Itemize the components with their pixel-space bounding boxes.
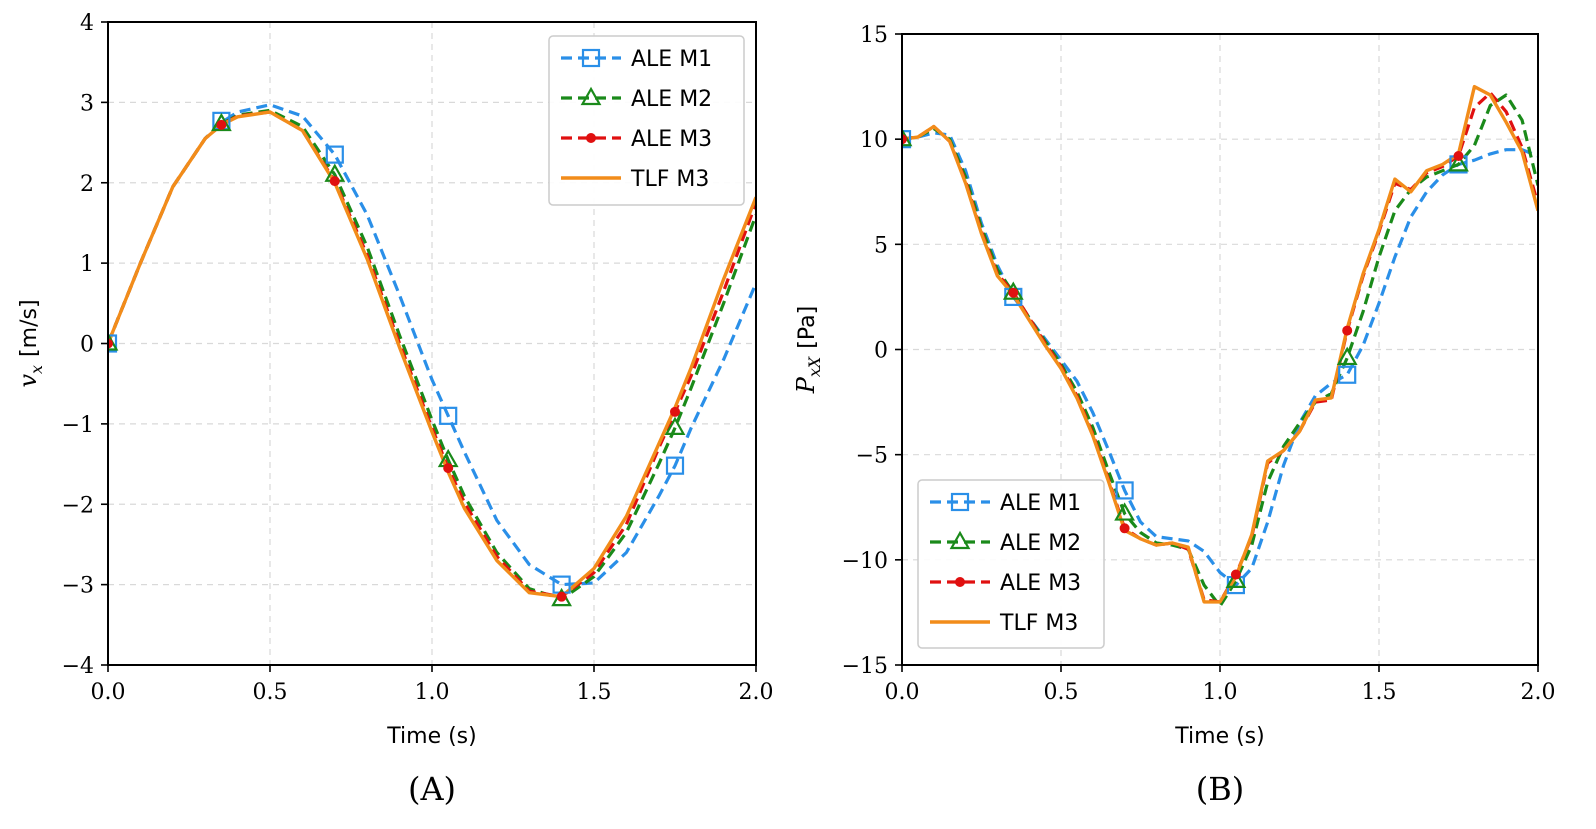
y-axis-label-unit: [Pa] bbox=[795, 306, 820, 349]
legend-marker bbox=[950, 492, 970, 512]
plot-area bbox=[108, 103, 756, 607]
y-axis-label: vx [m/s] bbox=[14, 299, 46, 387]
y-tick-label: 3 bbox=[80, 91, 94, 116]
legend-marker bbox=[581, 48, 601, 68]
data-point-ale-m2 bbox=[1114, 502, 1135, 521]
y-axis-label-sub: x bbox=[27, 365, 46, 374]
data-point-ale-m2 bbox=[1336, 346, 1358, 366]
legend-box bbox=[917, 479, 1105, 649]
x-tick-label: 1.0 bbox=[1203, 680, 1238, 705]
legend-label: ALE M2 bbox=[631, 87, 712, 112]
data-point-ale-m3 bbox=[670, 406, 680, 417]
y-tick-label: 5 bbox=[874, 233, 888, 258]
y-tick-label: −1 bbox=[62, 413, 94, 438]
legend-label: TLF M3 bbox=[630, 167, 709, 192]
data-point-ale-m3 bbox=[1119, 523, 1130, 534]
plot-area bbox=[902, 84, 1538, 608]
data-point-ale-m1 bbox=[665, 456, 685, 475]
x-tick-label: 0.0 bbox=[91, 680, 126, 705]
data-point-ale-m3 bbox=[556, 591, 567, 602]
data-point-ale-m2 bbox=[664, 416, 686, 435]
y-tick-label: −4 bbox=[62, 654, 94, 679]
y-tick-label: 0 bbox=[874, 339, 888, 364]
data-point-ale-m3 bbox=[1008, 287, 1019, 298]
legend-marker bbox=[580, 86, 602, 106]
y-tick-label: 0 bbox=[80, 333, 94, 358]
data-point-ale-m2 bbox=[1448, 153, 1469, 172]
legend-label: ALE M1 bbox=[631, 47, 712, 72]
y-axis-label: PxX [Pa] bbox=[792, 306, 824, 395]
data-point-ale-m3 bbox=[1230, 569, 1241, 580]
legend-label: ALE M1 bbox=[1000, 491, 1081, 516]
data-point-ale-m3 bbox=[1453, 150, 1464, 161]
y-axis-label-sub: xX bbox=[805, 356, 824, 377]
y-tick-label: 15 bbox=[860, 23, 888, 48]
legend: ALE M1 ALE M2 ALE M3 TLF M3 bbox=[548, 35, 745, 206]
x-tick-label: 0.0 bbox=[885, 680, 920, 705]
data-point-ale-m3 bbox=[108, 338, 113, 349]
data-point-ale-m3 bbox=[216, 119, 227, 130]
data-point-ale-m3 bbox=[902, 134, 907, 145]
y-tick-label: 1 bbox=[80, 252, 94, 277]
legend-label: ALE M3 bbox=[631, 127, 712, 152]
panel-label: (A) bbox=[408, 770, 456, 808]
data-point-ale-m3 bbox=[1342, 325, 1353, 336]
legend-marker bbox=[586, 133, 596, 143]
x-tick-label: 2.0 bbox=[1521, 680, 1556, 705]
y-tick-label: −10 bbox=[842, 549, 888, 574]
y-tick-label: 4 bbox=[80, 11, 94, 36]
legend-label: ALE M2 bbox=[1000, 531, 1081, 556]
data-point-ale-m1 bbox=[325, 145, 344, 164]
legend-label: TLF M3 bbox=[999, 611, 1078, 636]
legend: ALE M1 ALE M2 ALE M3 TLF M3 bbox=[917, 479, 1105, 649]
legend-label: ALE M3 bbox=[1000, 571, 1081, 596]
panel-b: 0.0 0.5 1.0 1.5 2.0 −15 −10 −5 0 5 10 15 Time (s) PxX… bbox=[792, 23, 1556, 808]
data-point-ale-m1 bbox=[439, 406, 458, 425]
data-point-ale-m1 bbox=[1115, 481, 1134, 500]
x-tick-label: 2.0 bbox=[739, 680, 774, 705]
y-tick-label: 2 bbox=[80, 172, 94, 197]
x-tick-label: 1.5 bbox=[577, 680, 612, 705]
y-tick-label: −2 bbox=[62, 493, 94, 518]
x-axis-label: Time (s) bbox=[1174, 724, 1264, 749]
x-tick-label: 1.0 bbox=[415, 680, 450, 705]
panel-a: 0.0 0.5 1.0 1.5 2.0 −4 −3 −2 −1 0 1 2 3 4 Time (s) vx [m… bbox=[14, 11, 774, 808]
panel-label: (B) bbox=[1196, 770, 1244, 808]
legend-box bbox=[548, 35, 745, 206]
data-point-ale-m1 bbox=[902, 130, 912, 149]
data-point-ale-m3 bbox=[443, 463, 454, 474]
legend-marker bbox=[955, 577, 965, 587]
y-tick-label: −5 bbox=[856, 444, 888, 469]
legend-marker bbox=[949, 530, 971, 550]
x-tick-label: 1.5 bbox=[1362, 680, 1397, 705]
x-axis-label: Time (s) bbox=[386, 724, 476, 749]
y-tick-label: 10 bbox=[860, 128, 888, 153]
y-axis-label-unit: [m/s] bbox=[17, 299, 42, 356]
data-point-ale-m1 bbox=[1338, 365, 1357, 384]
data-point-ale-m2 bbox=[1225, 569, 1247, 588]
data-point-ale-m1 bbox=[108, 334, 118, 353]
y-axis-label-main: P bbox=[792, 376, 820, 394]
data-point-ale-m3 bbox=[329, 176, 340, 187]
x-tick-label: 0.5 bbox=[1044, 680, 1079, 705]
y-tick-label: −3 bbox=[62, 574, 94, 599]
x-tick-label: 0.5 bbox=[253, 680, 288, 705]
y-tick-label: −15 bbox=[842, 654, 888, 679]
y-axis-label-main: v bbox=[14, 374, 42, 388]
